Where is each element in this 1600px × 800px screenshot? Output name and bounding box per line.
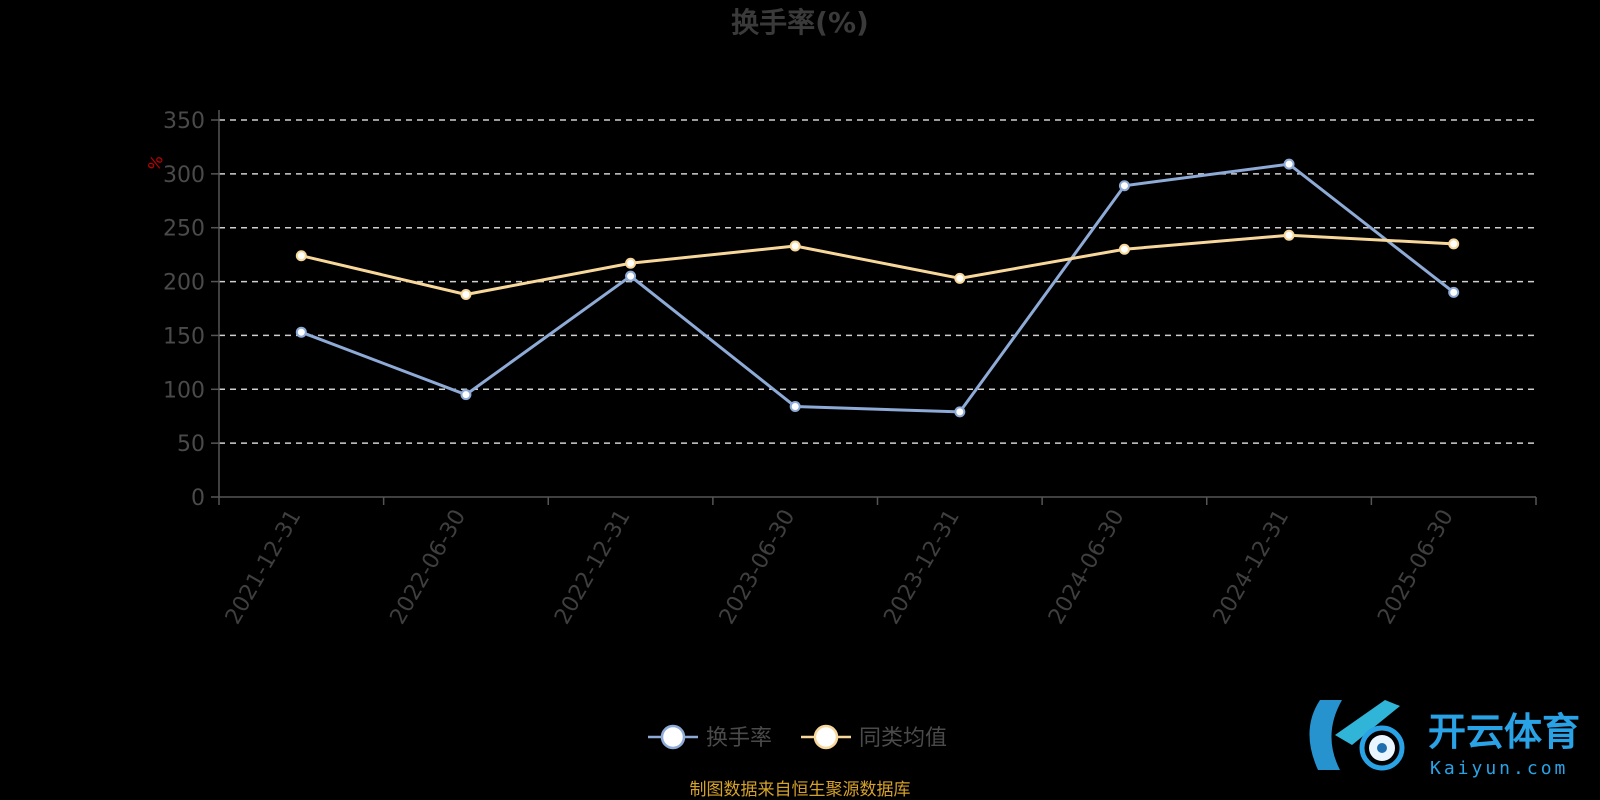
data-point [954, 272, 966, 284]
data-source-note: 制图数据来自恒生聚源数据库 [690, 780, 911, 800]
series-lines [295, 158, 1460, 418]
data-point [954, 406, 966, 418]
axes [218, 110, 1536, 498]
y-tick-label: 0 [191, 486, 205, 511]
data-point [1448, 286, 1460, 298]
data-point [1448, 238, 1460, 250]
x-tick-label: 2022-12-31 [550, 506, 636, 629]
brand-logo-icon [1309, 700, 1405, 771]
brand-watermark-domain: Kaiyun.com [1430, 758, 1568, 779]
data-point [1283, 158, 1295, 170]
series-line [300, 233, 1454, 296]
data-point [625, 257, 637, 269]
legend-marker [813, 724, 839, 750]
x-tick-label: 2024-12-31 [1209, 506, 1295, 629]
y-tick-label: 200 [163, 271, 205, 296]
legend-item[interactable]: 同类均值 [801, 724, 947, 751]
x-tick-label: 2022-06-30 [386, 506, 472, 629]
legend-marker [660, 724, 686, 750]
y-tick-label: 350 [163, 109, 205, 134]
legend[interactable]: 换手率 同类均值 [648, 724, 947, 751]
x-tick-label: 2024-06-30 [1044, 506, 1130, 629]
series-line [300, 162, 1455, 414]
legend-item[interactable]: 换手率 [648, 724, 772, 751]
data-point [1118, 243, 1130, 255]
y-axis-unit: % [144, 152, 167, 173]
data-point [295, 326, 307, 338]
brand-watermark-text: 开云体育 [1428, 710, 1580, 754]
brand-watermark: 开云体育 Kaiyun.com [1309, 700, 1580, 779]
x-tick-label: 2025-06-30 [1373, 506, 1459, 629]
data-point [460, 389, 472, 401]
data-point [625, 270, 637, 282]
legend-label: 同类均值 [859, 726, 947, 751]
y-tick-label: 250 [163, 217, 205, 242]
y-axis-ticks: 0 50 100 150 200 250 300 350 [163, 109, 219, 511]
x-tick-label: 2021-12-31 [221, 506, 307, 629]
legend-label: 换手率 [706, 726, 772, 751]
y-tick-label: 300 [163, 163, 205, 188]
x-axis-ticks: 2021-12-31 2022-06-30 2022-12-31 2023-06-30… [218, 497, 1537, 629]
y-tick-label: 50 [177, 432, 205, 457]
x-tick-label: 2023-12-31 [879, 506, 965, 629]
data-point [295, 250, 307, 262]
data-point [789, 401, 801, 413]
y-tick-label: 100 [163, 378, 205, 403]
data-point [1283, 229, 1295, 241]
chart-title: 换手率(%) [731, 6, 869, 39]
y-tick-label: 150 [163, 324, 205, 349]
data-point [789, 240, 801, 252]
x-tick-label: 2023-06-30 [715, 506, 801, 629]
data-point [1118, 180, 1130, 192]
data-point [460, 288, 472, 300]
